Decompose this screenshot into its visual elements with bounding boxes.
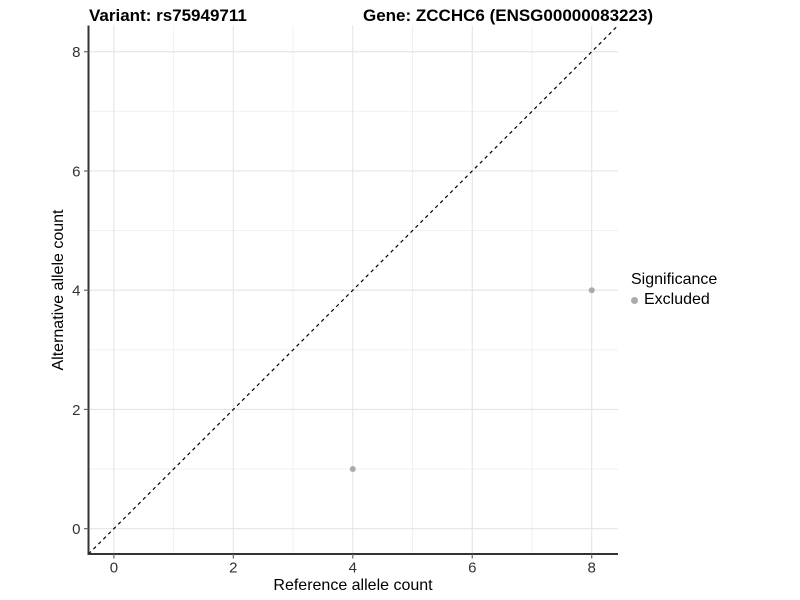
y-tick-label: 8 [72,44,80,61]
x-tick-label: 0 [110,560,118,577]
data-point [588,287,595,294]
y-tick-label: 0 [72,521,80,538]
y-tick-label: 6 [72,163,80,180]
x-tick-label: 2 [229,560,237,577]
y-tick-label: 2 [72,402,80,419]
data-point [349,466,356,473]
identity-reference-line [88,25,619,555]
variant-title: Variant: rs75949711 [89,6,247,25]
x-tick-label: 6 [468,560,476,577]
y-tick-label: 4 [72,283,80,300]
x-axis-title: Reference allele count [273,577,433,594]
x-tick-label: 8 [588,560,596,577]
legend-item-label: Excluded [644,291,710,308]
gene-title: Gene: ZCCHC6 (ENSG00000083223) [363,6,654,25]
legend: Significance Excluded [631,271,717,309]
legend-marker-icon [631,296,638,304]
y-axis-title: Alternative allele count [50,209,67,371]
legend-item-excluded: Excluded [631,291,717,309]
x-tick-label: 4 [349,560,357,577]
legend-title: Significance [631,271,718,288]
